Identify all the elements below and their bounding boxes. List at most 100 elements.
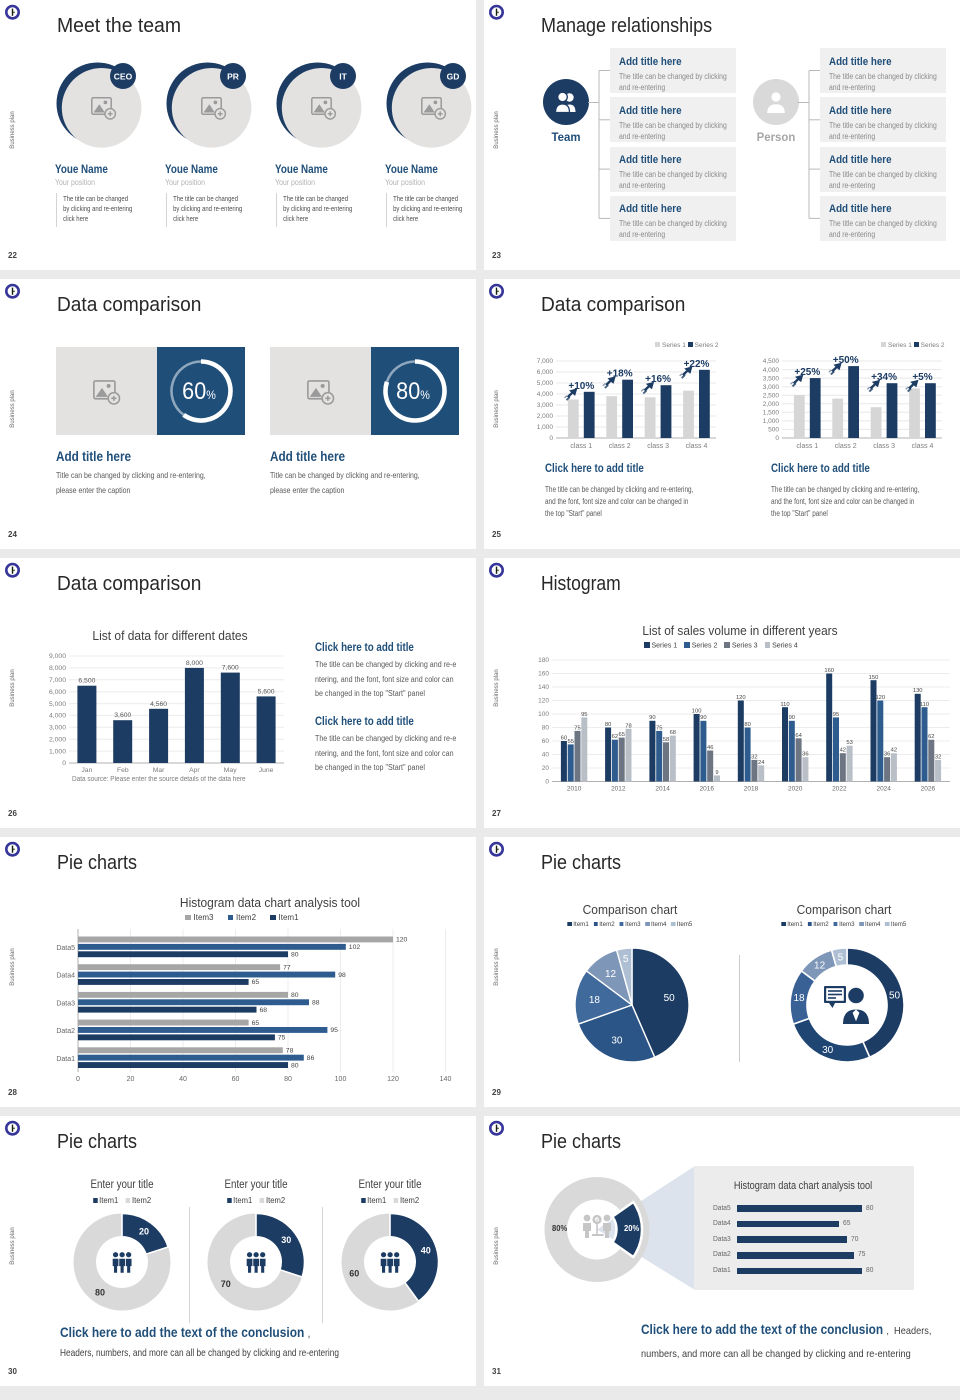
svg-text:+18%: +18% <box>607 369 633 380</box>
svg-text:120: 120 <box>736 695 746 701</box>
svg-text:62: 62 <box>612 734 618 740</box>
svg-text:65: 65 <box>618 732 624 738</box>
svg-text:80: 80 <box>284 1076 292 1083</box>
svg-text:32: 32 <box>935 754 941 760</box>
svg-text:42: 42 <box>891 748 897 754</box>
svg-text:GD: GD <box>447 71 460 81</box>
svg-text:Data5: Data5 <box>56 945 75 952</box>
svg-text:2,000: 2,000 <box>763 401 780 408</box>
svg-text:1,000: 1,000 <box>49 748 66 755</box>
svg-text:75: 75 <box>278 1035 286 1042</box>
svg-text:class 3: class 3 <box>647 443 669 450</box>
svg-text:Jan: Jan <box>81 767 92 774</box>
svg-text:+25%: +25% <box>794 367 820 378</box>
svg-text:60: 60 <box>349 1269 359 1279</box>
svg-text:class 1: class 1 <box>796 443 818 450</box>
svg-text:140: 140 <box>538 684 549 691</box>
svg-text:100: 100 <box>538 711 549 718</box>
svg-text:class 4: class 4 <box>686 443 708 450</box>
svg-text:50: 50 <box>889 991 901 1002</box>
svg-text:5,000: 5,000 <box>537 380 554 387</box>
svg-text:class 2: class 2 <box>835 443 857 450</box>
svg-text:+34%: +34% <box>871 372 897 383</box>
svg-text:5,000: 5,000 <box>49 701 66 708</box>
svg-text:65: 65 <box>252 979 260 986</box>
svg-text:Data2: Data2 <box>56 1028 75 1035</box>
svg-text:95: 95 <box>833 712 839 718</box>
svg-text:30: 30 <box>822 1045 834 1056</box>
svg-text:12: 12 <box>814 961 826 972</box>
svg-text:+50%: +50% <box>833 355 859 366</box>
svg-text:100: 100 <box>692 709 702 715</box>
svg-text:12: 12 <box>605 969 617 980</box>
svg-text:120: 120 <box>538 698 549 705</box>
svg-text:7,000: 7,000 <box>49 677 66 684</box>
svg-text:1,000: 1,000 <box>763 418 780 425</box>
svg-text:2,500: 2,500 <box>763 392 780 399</box>
svg-text:40: 40 <box>421 1245 431 1255</box>
svg-text:90: 90 <box>789 715 795 721</box>
svg-text:4,000: 4,000 <box>763 367 780 374</box>
svg-text:80: 80 <box>542 725 550 732</box>
svg-text:18: 18 <box>793 993 805 1004</box>
svg-text:4,000: 4,000 <box>537 391 554 398</box>
svg-text:8,000: 8,000 <box>186 660 203 667</box>
svg-text:5,600: 5,600 <box>258 688 275 695</box>
svg-text:80: 80 <box>95 1287 105 1297</box>
svg-text:98: 98 <box>338 972 346 979</box>
svg-text:7,600: 7,600 <box>222 665 239 672</box>
svg-text:64: 64 <box>795 733 802 739</box>
svg-text:2018: 2018 <box>744 786 759 793</box>
svg-text:78: 78 <box>625 723 631 729</box>
svg-text:+22%: +22% <box>684 359 710 370</box>
svg-text:86: 86 <box>307 1055 315 1062</box>
svg-text:80: 80 <box>744 722 750 728</box>
svg-text:130: 130 <box>913 688 923 694</box>
svg-text:90: 90 <box>700 715 706 721</box>
svg-text:class 3: class 3 <box>873 443 895 450</box>
svg-text:Data1: Data1 <box>56 1056 75 1063</box>
svg-text:150: 150 <box>869 675 879 681</box>
svg-text:2014: 2014 <box>655 786 670 793</box>
svg-text:102: 102 <box>349 944 361 951</box>
svg-text:class 2: class 2 <box>609 443 631 450</box>
svg-text:Data3: Data3 <box>56 1000 75 1007</box>
svg-text:7,000: 7,000 <box>537 358 554 365</box>
svg-text:42: 42 <box>840 748 846 754</box>
svg-text:180: 180 <box>538 657 549 664</box>
svg-text:90: 90 <box>649 715 655 721</box>
svg-text:May: May <box>224 767 237 774</box>
svg-text:4,500: 4,500 <box>763 358 780 365</box>
svg-text:68: 68 <box>260 1007 268 1014</box>
svg-text:Mar: Mar <box>153 767 165 774</box>
svg-text:68: 68 <box>670 730 676 736</box>
svg-text:IT: IT <box>339 71 347 81</box>
svg-text:0: 0 <box>76 1076 80 1083</box>
svg-text:3,000: 3,000 <box>49 725 66 732</box>
svg-text:6,500: 6,500 <box>78 678 95 685</box>
svg-text:70: 70 <box>221 1279 231 1289</box>
svg-text:2,000: 2,000 <box>49 736 66 743</box>
svg-text:80: 80 <box>291 952 299 959</box>
svg-text:CEO: CEO <box>114 71 133 81</box>
svg-text:0: 0 <box>545 779 549 786</box>
svg-text:1,000: 1,000 <box>537 424 554 431</box>
svg-text:2024: 2024 <box>876 786 891 793</box>
svg-text:Feb: Feb <box>117 767 129 774</box>
svg-text:65: 65 <box>252 1020 260 1027</box>
svg-text:32: 32 <box>751 754 757 760</box>
svg-text:36: 36 <box>884 752 890 758</box>
svg-text:95: 95 <box>330 1027 338 1034</box>
svg-text:53: 53 <box>846 740 852 746</box>
svg-text:2020: 2020 <box>788 786 803 793</box>
svg-text:77: 77 <box>283 964 291 971</box>
svg-text:5: 5 <box>838 953 844 964</box>
svg-text:Apr: Apr <box>189 767 200 774</box>
svg-text:80: 80 <box>291 1062 299 1069</box>
svg-text:100: 100 <box>335 1076 347 1083</box>
svg-text:class 1: class 1 <box>570 443 592 450</box>
svg-text:3,500: 3,500 <box>763 375 780 382</box>
svg-text:80: 80 <box>291 992 299 999</box>
svg-text:June: June <box>259 767 274 774</box>
svg-text:55: 55 <box>567 739 573 745</box>
